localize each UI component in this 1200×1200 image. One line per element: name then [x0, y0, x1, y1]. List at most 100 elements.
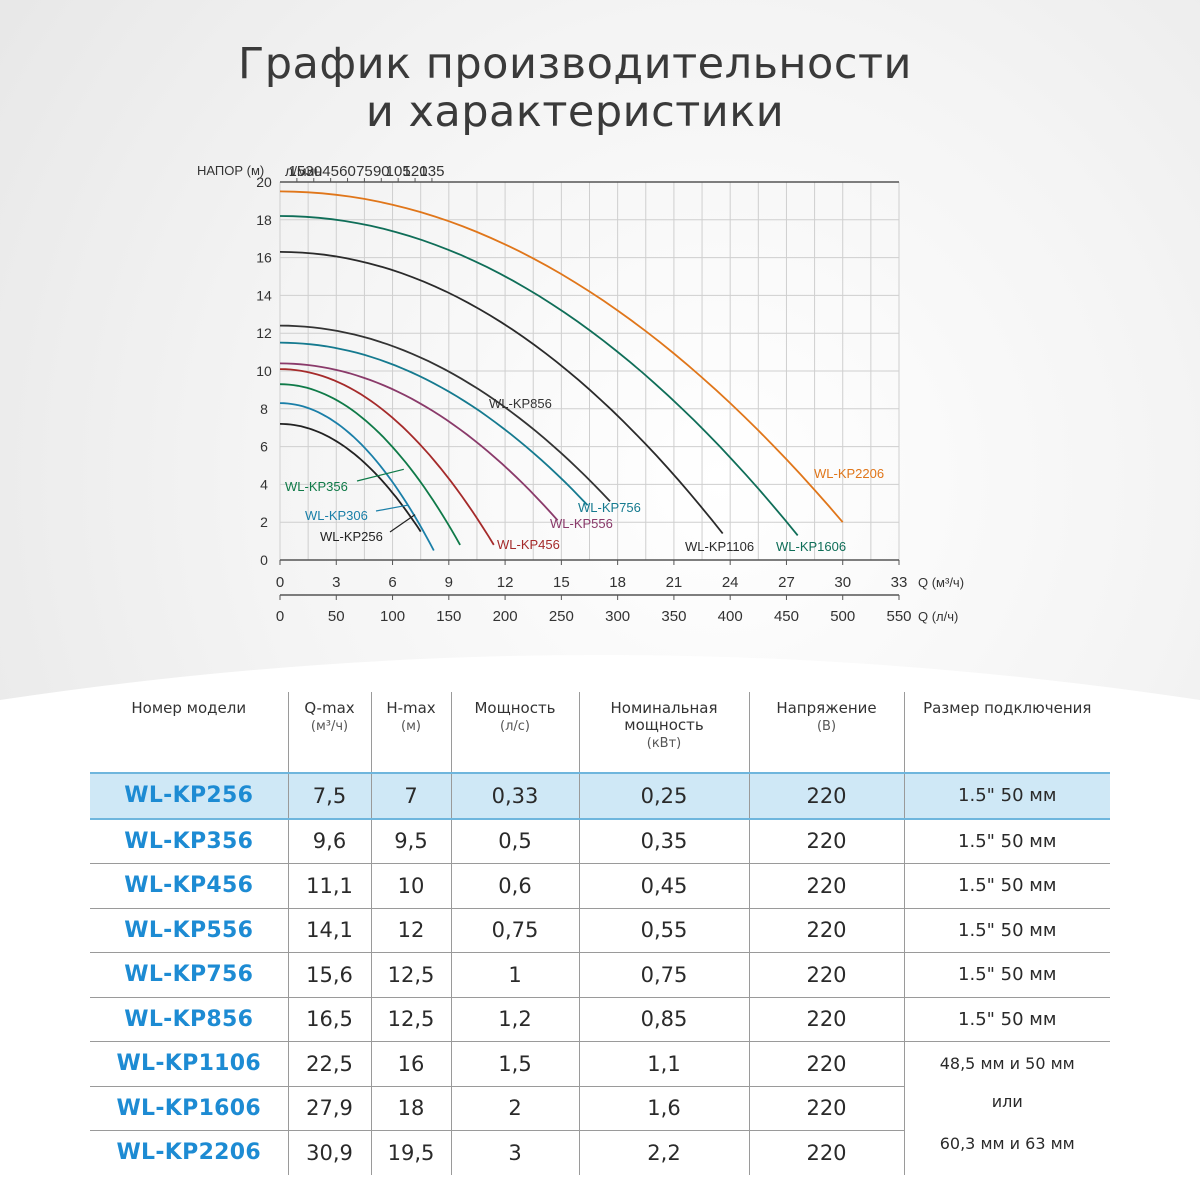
x-tick-label: 15 — [553, 574, 570, 591]
x-tick-label: 12 — [497, 574, 514, 591]
cell-model: WL-KP456 — [90, 863, 288, 908]
x2-tick-label: 550 — [886, 608, 911, 625]
table-row: WL-KP356 9,6 9,5 0,5 0,35 220 1.5" 50 мм — [90, 818, 1110, 864]
curve-label: WL-KP2206 — [814, 466, 884, 481]
cell-power-hp: 1 — [450, 952, 579, 997]
cell-connection: 1.5" 50 мм — [903, 772, 1110, 820]
curve-wl-kp256 — [279, 423, 422, 533]
top-axis-label: л/мин — [285, 163, 322, 179]
curve-label: WL-KP756 — [578, 500, 641, 515]
cell-hmax: 16 — [370, 1041, 451, 1086]
cell-qmax: 22,5 — [287, 1041, 371, 1086]
top-tick-label: 135 — [419, 163, 444, 180]
title-line-1: График производительности — [238, 39, 912, 89]
cell-model: WL-KP856 — [90, 996, 288, 1042]
spec-panel: Номер модели Q-max (м³/ч) H-max (м) Мощнос… — [0, 640, 1200, 1200]
x-tick-label: 21 — [666, 574, 683, 591]
cell-voltage: 220 — [748, 996, 904, 1042]
y-tick-label: 16 — [256, 250, 272, 266]
x2-tick-label: 250 — [549, 608, 574, 625]
cell-power-hp: 1,5 — [450, 1041, 579, 1086]
top-tick-label: 30 — [305, 163, 322, 180]
cell-hmax: 19,5 — [370, 1130, 451, 1175]
curve-label: WL-KP456 — [497, 537, 560, 552]
x-tick-label: 24 — [722, 574, 739, 591]
cell-qmax: 27,9 — [287, 1085, 371, 1131]
table-header-row: Номер модели Q-max (м³/ч) H-max (м) Мощнос… — [90, 692, 1110, 773]
curve-label: WL-KP256 — [320, 529, 383, 544]
top-tick-label: 60 — [339, 163, 356, 180]
x-tick-label: 6 — [388, 574, 396, 591]
cell-model: WL-KP2206 — [90, 1130, 288, 1175]
curve-label-leader — [389, 514, 416, 533]
cell-power-kw: 0,75 — [578, 952, 749, 997]
cell-power-hp: 0,75 — [450, 907, 579, 953]
cell-model: WL-KP1606 — [90, 1085, 288, 1131]
cell-hmax: 9,5 — [370, 818, 451, 864]
table-row: WL-KP1606 27,9 18 2 1,6 220 — [90, 1085, 1110, 1131]
x2-tick-label: 450 — [774, 608, 799, 625]
cell-qmax: 9,6 — [287, 818, 371, 864]
cell-hmax: 12,5 — [370, 952, 451, 997]
cell-qmax: 15,6 — [287, 952, 371, 997]
cell-voltage: 220 — [748, 772, 904, 820]
cell-power-kw: 0,25 — [578, 772, 749, 820]
cell-connection: 1.5" 50 мм — [903, 996, 1110, 1042]
x-axis-label: Q (м³/ч) — [918, 575, 964, 590]
x-tick-label: 33 — [891, 574, 908, 591]
cell-power-kw: 0,55 — [578, 907, 749, 953]
x2-tick-label: 300 — [605, 608, 630, 625]
header-model: Номер модели — [131, 699, 247, 717]
cell-qmax: 14,1 — [287, 907, 371, 953]
cell-connection: 1.5" 50 мм — [903, 907, 1110, 953]
curve-wl-kp306 — [279, 402, 435, 551]
cell-hmax: 10 — [370, 863, 451, 908]
title-line-2: и характеристики — [365, 87, 785, 137]
curve-label-leader — [356, 468, 404, 482]
cell-voltage: 220 — [748, 1130, 904, 1175]
header-qmax: Q-max (м³/ч) — [287, 692, 371, 773]
cell-power-kw: 1,6 — [578, 1085, 749, 1131]
cell-connection: 1.5" 50 мм — [903, 863, 1110, 908]
cell-qmax: 7,5 — [287, 772, 371, 820]
connection-line3: 60,3 мм и 63 мм — [939, 1134, 1075, 1153]
x2-tick-label: 350 — [661, 608, 686, 625]
table-row: WL-KP256 7,5 7 0,33 0,25 220 1.5" 50 мм — [90, 772, 1110, 820]
x2-tick-label: 100 — [380, 608, 405, 625]
x2-axis-label: Q (л/ч) — [918, 609, 958, 624]
header-power-kw: Номинальная мощность (кВт) — [578, 692, 749, 773]
cell-hmax: 18 — [370, 1085, 451, 1131]
x-tick-label: 9 — [445, 574, 453, 591]
cell-power-kw: 2,2 — [578, 1130, 749, 1175]
x-tick-label: 18 — [609, 574, 626, 591]
y-tick-label: 0 — [260, 552, 268, 568]
x2-tick-label: 400 — [718, 608, 743, 625]
x2-tick-label: 500 — [830, 608, 855, 625]
table-row: WL-KP556 14,1 12 0,75 0,55 220 1.5" 50 мм — [90, 907, 1110, 953]
cell-power-kw: 1,1 — [578, 1041, 749, 1086]
cell-power-hp: 0,33 — [450, 772, 579, 820]
x-tick-label: 0 — [276, 574, 284, 591]
cell-voltage: 220 — [748, 907, 904, 953]
y-tick-label: 14 — [256, 287, 272, 303]
top-tick-label: 75 — [356, 163, 373, 180]
cell-connection: 1.5" 50 мм — [903, 818, 1110, 864]
curve-wl-kp1106 — [279, 251, 724, 535]
table-row: WL-KP856 16,5 12,5 1,2 0,85 220 1.5" 50 мм — [90, 996, 1110, 1042]
connection-line2: или — [991, 1092, 1023, 1111]
table-row: WL-KP756 15,6 12,5 1 0,75 220 1.5" 50 мм — [90, 952, 1110, 997]
curve-wl-kp556 — [279, 362, 559, 521]
page-title: График производительности и характеристи… — [0, 40, 1150, 136]
spec-table: Номер модели Q-max (м³/ч) H-max (м) Мощнос… — [90, 692, 1110, 1175]
top-tick-label: 15 — [289, 163, 306, 180]
cell-qmax: 30,9 — [287, 1130, 371, 1175]
cell-model: WL-KP756 — [90, 952, 288, 997]
cell-power-hp: 3 — [450, 1130, 579, 1175]
cell-hmax: 12,5 — [370, 996, 451, 1042]
x-tick-label: 3 — [332, 574, 340, 591]
top-tick-label: 45 — [322, 163, 339, 180]
y-tick-label: 6 — [260, 439, 268, 455]
curve-label: WL-KP356 — [285, 479, 348, 494]
table-row: WL-KP1106 22,5 16 1,5 1,1 220 48,5 мм и 50 мм и… — [90, 1041, 1110, 1175]
cell-voltage: 220 — [748, 818, 904, 864]
